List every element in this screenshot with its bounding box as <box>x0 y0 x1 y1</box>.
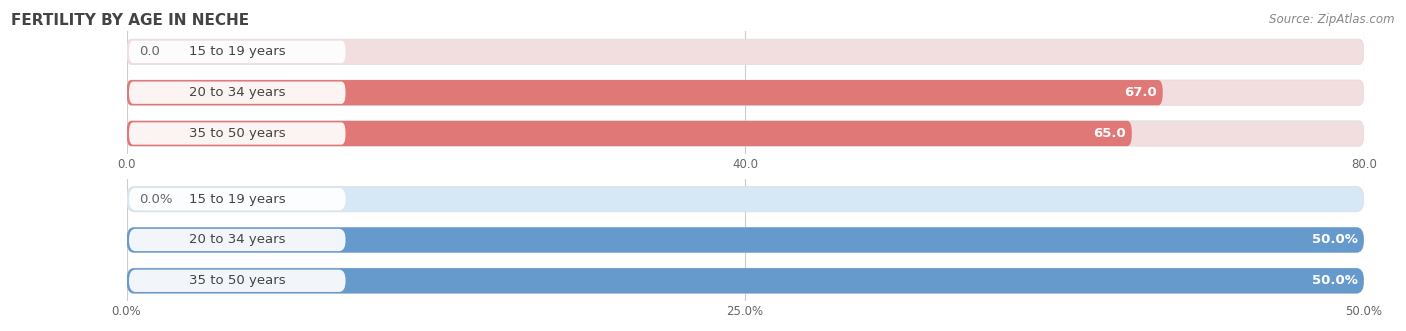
FancyBboxPatch shape <box>127 80 1163 105</box>
Text: 20 to 34 years: 20 to 34 years <box>188 233 285 247</box>
FancyBboxPatch shape <box>129 81 346 104</box>
FancyBboxPatch shape <box>127 227 1364 253</box>
FancyBboxPatch shape <box>127 268 1364 294</box>
Text: 50.0%: 50.0% <box>1312 274 1358 287</box>
FancyBboxPatch shape <box>127 39 1364 65</box>
FancyBboxPatch shape <box>127 80 1364 105</box>
Text: 35 to 50 years: 35 to 50 years <box>188 274 285 287</box>
Text: Source: ZipAtlas.com: Source: ZipAtlas.com <box>1270 13 1395 26</box>
FancyBboxPatch shape <box>127 121 1364 146</box>
FancyBboxPatch shape <box>129 188 346 210</box>
Text: 50.0%: 50.0% <box>1312 233 1358 247</box>
FancyBboxPatch shape <box>129 41 346 63</box>
Text: 35 to 50 years: 35 to 50 years <box>188 127 285 140</box>
FancyBboxPatch shape <box>127 186 1364 212</box>
FancyBboxPatch shape <box>127 121 1132 146</box>
Text: FERTILITY BY AGE IN NECHE: FERTILITY BY AGE IN NECHE <box>11 13 249 28</box>
Text: 15 to 19 years: 15 to 19 years <box>188 193 285 206</box>
Text: 20 to 34 years: 20 to 34 years <box>188 86 285 99</box>
Text: 0.0%: 0.0% <box>139 193 173 206</box>
Text: 0.0: 0.0 <box>139 45 160 58</box>
Text: 15 to 19 years: 15 to 19 years <box>188 45 285 58</box>
FancyBboxPatch shape <box>129 122 346 145</box>
FancyBboxPatch shape <box>129 270 346 292</box>
Text: 65.0: 65.0 <box>1092 127 1126 140</box>
FancyBboxPatch shape <box>129 229 346 251</box>
FancyBboxPatch shape <box>127 227 1364 253</box>
FancyBboxPatch shape <box>127 268 1364 294</box>
Text: 67.0: 67.0 <box>1123 86 1157 99</box>
